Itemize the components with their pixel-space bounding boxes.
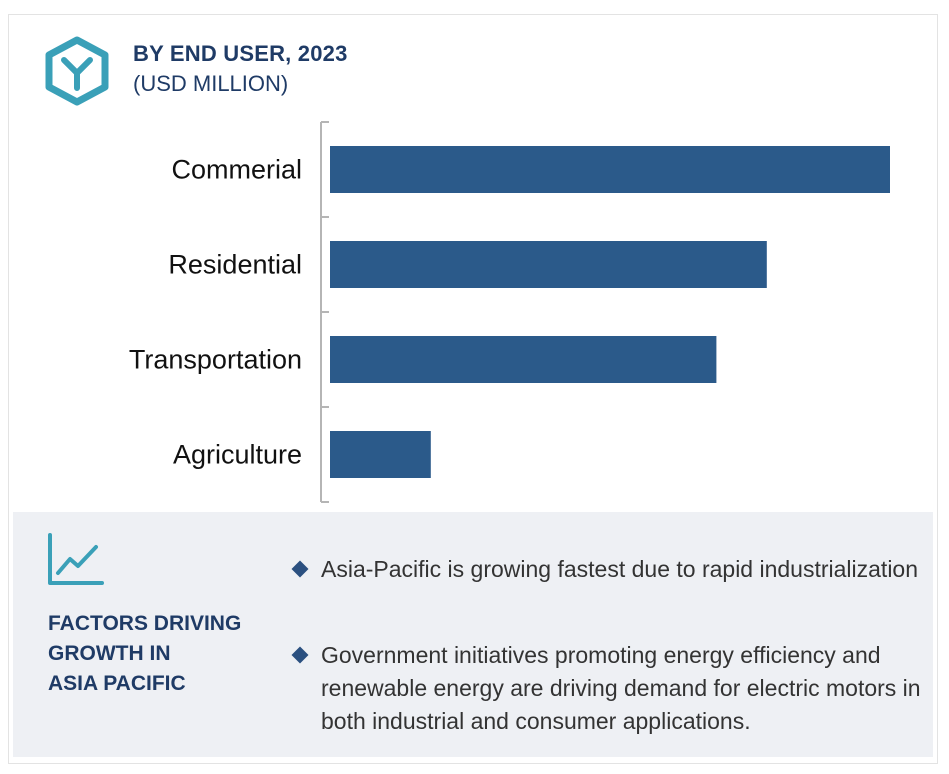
category-label: Residential [168, 250, 302, 280]
bar-chart: Commerial Residential Transportation Agricu… [129, 121, 890, 503]
factors-title: FACTORS DRIVING GROWTH IN ASIA PACIFIC [48, 609, 278, 699]
category-label: Commerial [171, 155, 302, 185]
factors-title-line: ASIA PACIFIC [48, 672, 186, 695]
hexagon-y-logo-icon [45, 36, 109, 106]
factor-bullet-text: Asia-Pacific is growing fastest due to r… [321, 556, 919, 582]
factors-title-line: FACTORS DRIVING [48, 612, 242, 635]
bar-residential [330, 241, 767, 288]
chart-title: BY END USER, 2023 [133, 41, 348, 66]
bar-commerial [330, 146, 890, 193]
factors-title-line: GROWTH IN [48, 642, 171, 665]
bar-agriculture [330, 431, 431, 478]
category-label: Transportation [129, 345, 302, 375]
factors-panel [13, 512, 933, 757]
factor-bullet-text: Government initiatives promoting energy … [321, 642, 921, 734]
chart-subtitle: (USD MILLION) [133, 71, 289, 96]
bar-transportation [330, 336, 717, 383]
line-chart-trend-icon [48, 533, 104, 585]
category-label: Agriculture [173, 440, 302, 470]
